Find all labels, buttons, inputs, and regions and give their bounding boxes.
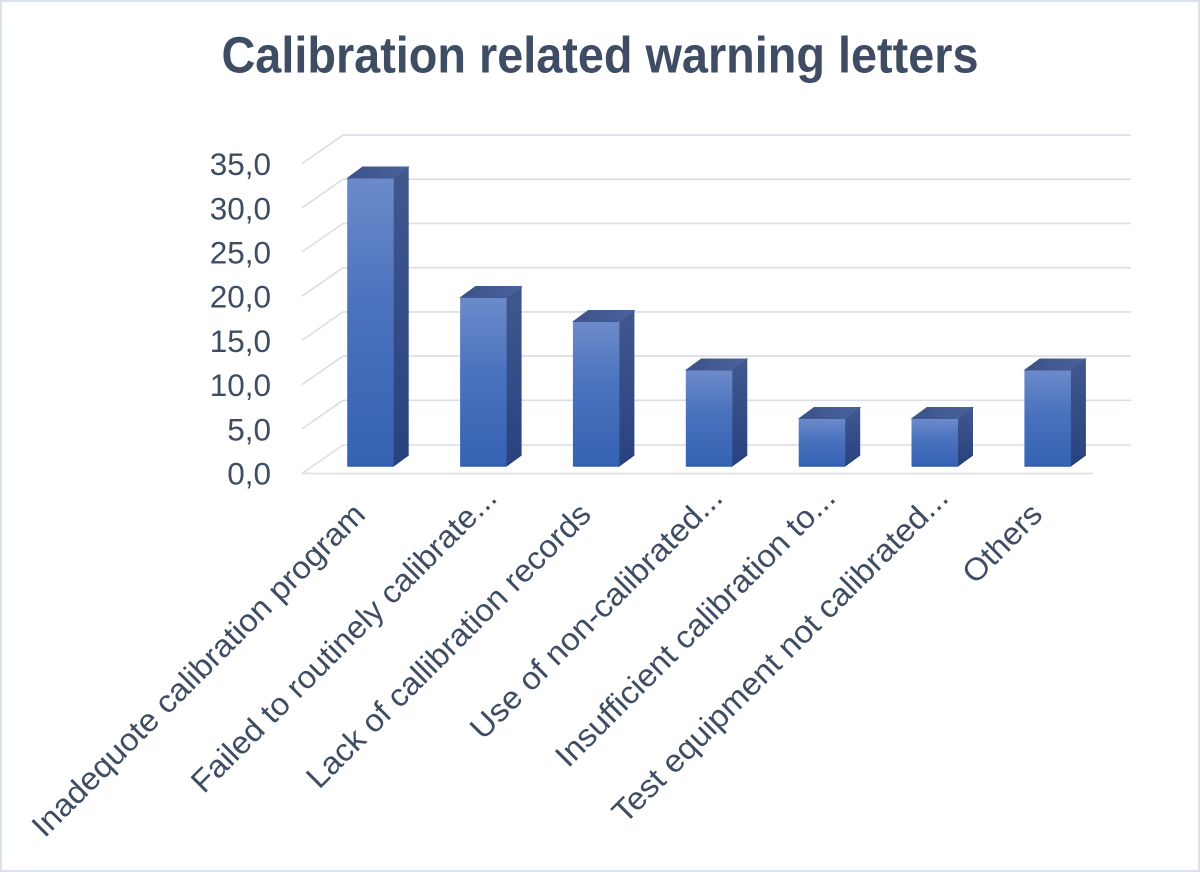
svg-text:15,0: 15,0: [210, 323, 271, 359]
svg-text:Others: Others: [955, 496, 1049, 590]
svg-text:0,0: 0,0: [227, 456, 271, 492]
svg-text:35,0: 35,0: [210, 146, 271, 182]
svg-text:25,0: 25,0: [210, 235, 271, 271]
svg-text:5,0: 5,0: [227, 411, 271, 447]
svg-text:10,0: 10,0: [210, 367, 271, 403]
svg-text:Calibration related warning le: Calibration related warning letters: [222, 27, 979, 84]
svg-text:20,0: 20,0: [210, 279, 271, 315]
svg-text:30,0: 30,0: [210, 190, 271, 226]
